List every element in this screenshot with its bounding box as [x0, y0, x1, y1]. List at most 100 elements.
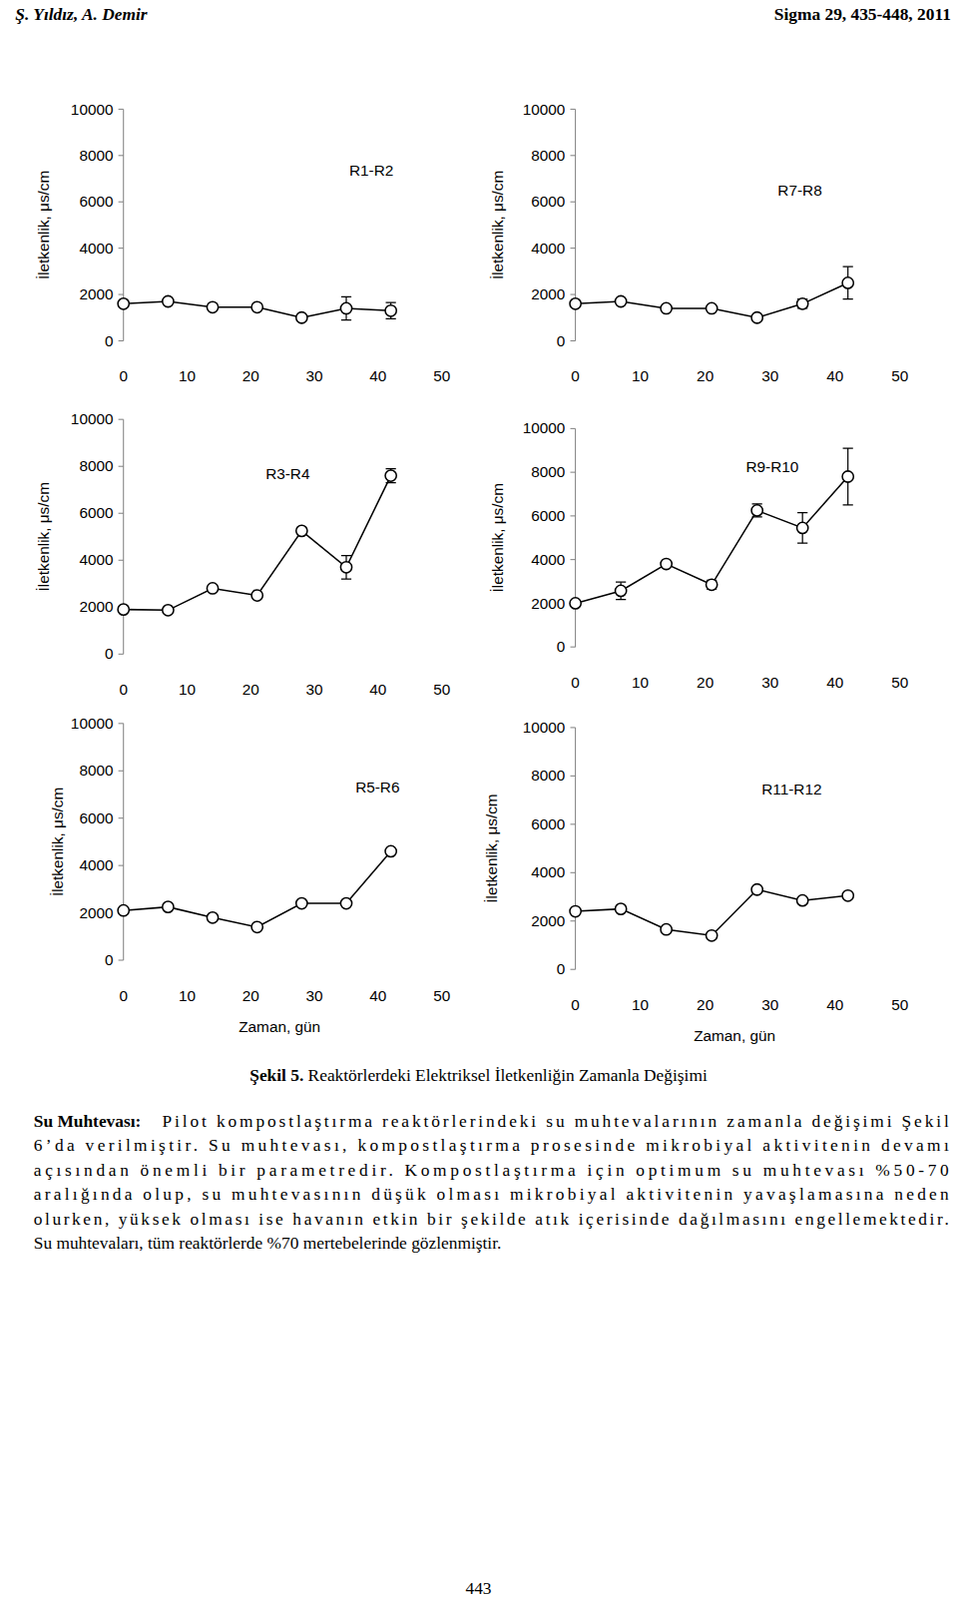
- y-tick: [569, 646, 575, 648]
- y-tick: [118, 770, 124, 772]
- error-bar: [386, 469, 397, 483]
- series-line: [123, 851, 392, 928]
- y-tick: [118, 958, 124, 960]
- error-bar: [615, 581, 626, 600]
- y-tick: [118, 201, 124, 203]
- chart-title: R9-R10: [746, 458, 800, 476]
- chart-title: R11-R12: [761, 780, 822, 798]
- error-cap: [386, 302, 397, 304]
- y-tick: [569, 920, 575, 922]
- y-tick-label: 6000: [530, 815, 565, 833]
- y-tick: [118, 722, 124, 724]
- marker: [340, 897, 352, 909]
- x-tick-label: 10: [178, 986, 196, 1004]
- y-axis: [122, 723, 124, 960]
- error-bar: [843, 266, 854, 299]
- y-tick-label: 10000: [522, 99, 566, 117]
- marker: [615, 295, 627, 307]
- y-tick-label: 0: [556, 637, 566, 655]
- plot-area: [569, 884, 854, 942]
- y-tick: [569, 428, 575, 430]
- chart: 020004000600080001000001020304050İletken…: [34, 410, 451, 698]
- y-tick-label: 0: [104, 644, 114, 662]
- marker: [117, 905, 129, 917]
- plot-area: [117, 845, 397, 933]
- y-tick-label: 8000: [78, 457, 113, 475]
- marker: [842, 471, 854, 482]
- y-axis: [574, 727, 576, 969]
- y-axis: [122, 419, 124, 654]
- y-tick-label: 6000: [78, 809, 113, 827]
- x-tick-label: 0: [118, 986, 128, 1004]
- y-tick: [569, 558, 575, 560]
- x-tick-label: 30: [306, 680, 324, 698]
- error-bar: [843, 448, 854, 505]
- y-axis-label: İletkenlik, μs/cm: [488, 170, 506, 280]
- error-cap: [341, 319, 352, 321]
- error-bar: [797, 299, 808, 309]
- y-tick: [118, 340, 124, 342]
- body-line: Su muhtevaları, tüm reaktörlerde %70 mer…: [33, 1233, 502, 1253]
- journal: Sigma 29, 435-448, 2011: [774, 4, 952, 24]
- y-tick-label: 8000: [78, 761, 113, 779]
- chart-title: R3-R4: [265, 465, 311, 482]
- error-cap: [797, 542, 808, 544]
- y-tick-label: 4000: [78, 239, 113, 257]
- error-bar: [341, 296, 352, 320]
- error-cap: [341, 554, 352, 556]
- y-tick-label: 2000: [530, 285, 565, 303]
- y-tick-label: 8000: [530, 463, 565, 480]
- x-tick-label: 10: [178, 680, 196, 698]
- marker: [206, 582, 218, 594]
- x-tick-label: 0: [570, 367, 580, 385]
- y-tick-label: 8000: [530, 766, 565, 784]
- error-cap: [843, 503, 854, 505]
- plot-area: [569, 266, 854, 324]
- marker: [797, 298, 809, 310]
- series-line: [575, 282, 849, 318]
- body-line: 6’da verilmiştir. Su muhtevası, kompostl…: [33, 1135, 950, 1155]
- marker: [385, 470, 397, 481]
- x-tick-label: 40: [826, 367, 844, 385]
- x-tick-label: 50: [433, 986, 451, 1004]
- marker: [162, 604, 174, 616]
- marker: [706, 578, 718, 590]
- y-tick-label: 6000: [78, 192, 113, 210]
- x-tick-label: 40: [369, 986, 387, 1004]
- marker: [797, 521, 809, 533]
- plot-area: [117, 469, 397, 616]
- marker: [569, 597, 581, 609]
- error-bar: [752, 503, 763, 517]
- y-tick-label: 10000: [522, 419, 566, 437]
- y-axis-label: İletkenlik, μs/cm: [482, 793, 500, 903]
- y-tick-label: 10000: [522, 718, 566, 736]
- y-tick: [118, 247, 124, 249]
- error-cap: [843, 447, 854, 449]
- y-tick-label: 2000: [78, 597, 113, 615]
- y-tick: [569, 726, 575, 728]
- y-tick: [118, 817, 124, 819]
- y-tick: [569, 968, 575, 970]
- marker: [251, 921, 263, 933]
- y-tick-label: 2000: [78, 285, 113, 303]
- y-tick: [569, 823, 575, 825]
- x-tick-label: 0: [118, 367, 128, 385]
- marker: [660, 924, 672, 936]
- y-tick-label: 8000: [78, 146, 113, 164]
- series-line: [575, 889, 849, 936]
- chart: 020004000600080001000001020304050İletken…: [48, 714, 451, 1035]
- error-cap: [797, 511, 808, 513]
- y-tick: [118, 559, 124, 561]
- marker: [569, 905, 581, 917]
- y-tick-label: 2000: [530, 912, 565, 930]
- x-tick-label: 40: [826, 673, 844, 691]
- body-line: Pilot kompostlaştırma reaktörlerindeki s…: [162, 1111, 950, 1131]
- y-tick: [569, 294, 575, 296]
- chart: 020004000600080001000001020304050İletken…: [488, 99, 909, 385]
- marker: [385, 845, 397, 857]
- marker: [117, 603, 129, 615]
- x-tick-label: 20: [242, 986, 260, 1004]
- marker: [296, 524, 308, 536]
- marker: [296, 897, 308, 909]
- error-cap: [386, 318, 397, 320]
